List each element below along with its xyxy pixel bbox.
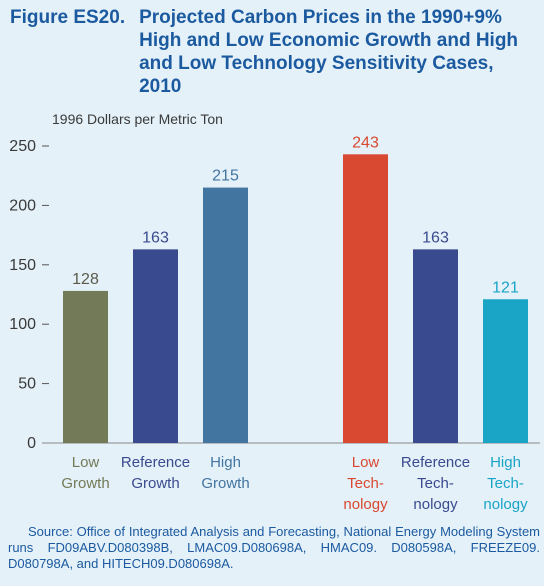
y-tick-label: 100: [9, 316, 36, 333]
y-tick-label: 0: [27, 435, 36, 452]
figure-label: Figure ES20.: [10, 7, 126, 28]
y-tick-label: 150: [9, 257, 36, 274]
category-label: Tech-: [347, 475, 384, 492]
figure-title: Projected Carbon Prices in the 1990+9% H…: [139, 7, 519, 97]
bar-value-label: 243: [352, 134, 379, 151]
bar-value-label: 128: [72, 271, 99, 288]
category-label: nology: [343, 496, 388, 513]
category-label: nology: [413, 496, 458, 513]
category-label: High: [210, 454, 241, 471]
y-tick-label: 250: [9, 138, 36, 155]
y-tick-label: 200: [9, 197, 36, 214]
bar: [483, 299, 528, 443]
bar-value-label: 163: [422, 229, 449, 246]
category-label: High: [490, 454, 521, 471]
bar: [343, 154, 388, 444]
bar-value-label: 163: [142, 229, 169, 246]
y-tick-label: 50: [18, 376, 36, 393]
figure-title-block: Figure ES20. Projected Carbon Prices in …: [10, 6, 540, 98]
bar: [63, 290, 108, 443]
y-axis-label: 1996 Dollars per Metric Ton: [52, 111, 223, 127]
category-label: Tech-: [487, 475, 524, 492]
bar-value-label: 121: [492, 279, 519, 296]
bar-value-label: 215: [212, 168, 239, 185]
bar: [203, 187, 248, 443]
source-note: Source: Office of Integrated Analysis an…: [8, 524, 540, 571]
category-label: Growth: [131, 475, 179, 492]
category-label: Low: [352, 454, 380, 471]
category-label: Low: [72, 454, 100, 471]
category-label: Reference: [121, 454, 190, 471]
category-label: nology: [483, 496, 528, 513]
category-label: Reference: [401, 454, 470, 471]
category-label: Tech-: [417, 475, 454, 492]
category-label: Growth: [61, 475, 109, 492]
bar: [133, 249, 178, 443]
category-label: Growth: [201, 475, 249, 492]
bar: [413, 249, 458, 443]
